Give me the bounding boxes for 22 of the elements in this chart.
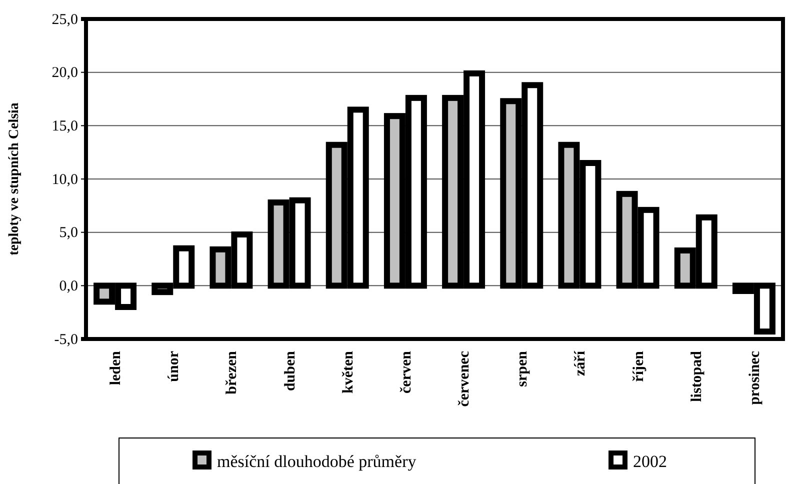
y-tick-label: 0,0 [59, 278, 78, 294]
legend-label: měsíční dlouhodobé průměry [217, 452, 417, 471]
x-tick-label: květen [340, 350, 356, 394]
x-tick-label: leden [108, 350, 124, 386]
legend-label: 2002 [633, 452, 667, 471]
x-tick-label: červen [398, 350, 414, 394]
x-tick-label: září [572, 350, 589, 376]
y-tick-label: 5,0 [59, 225, 78, 242]
y-tick-label: -5,0 [54, 332, 78, 348]
x-tick-label: listopad [688, 350, 705, 402]
x-tick-label: únor [166, 350, 182, 382]
x-tick-label: duben [282, 350, 298, 392]
x-tick-label: prosinec [746, 350, 763, 405]
x-tick-label: červenec [456, 350, 473, 407]
x-tick-label: říjen [630, 350, 647, 382]
y-tick-label: 10,0 [52, 172, 78, 188]
y-tick-label: 20,0 [52, 65, 78, 82]
y-axis-title: teploty ve stupních Celsia [7, 102, 22, 256]
y-tick-label: 15,0 [52, 118, 78, 134]
x-tick-label: srpen [514, 350, 531, 387]
x-tick-label: březen [224, 350, 240, 394]
y-tick-label: 25,0 [52, 12, 78, 28]
